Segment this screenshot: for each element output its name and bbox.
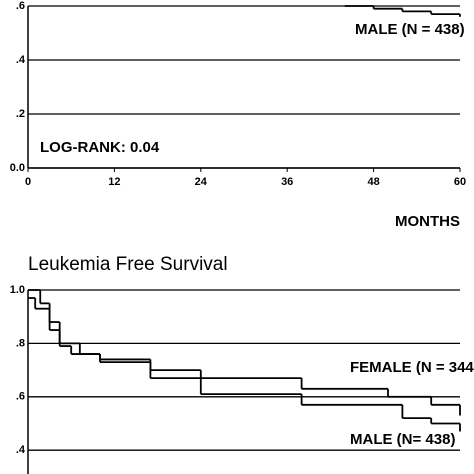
annotation: LOG-RANK: 0.04	[40, 139, 160, 156]
x-tick-label: 24	[195, 176, 208, 188]
y-tick-label: .6	[16, 0, 25, 12]
y-tick-label: .6	[16, 391, 25, 403]
x-tick-label: 36	[281, 176, 293, 188]
y-tick-label: 0.0	[10, 162, 25, 174]
x-tick-label: 48	[367, 176, 379, 188]
x-tick-label: 12	[108, 176, 120, 188]
y-tick-label: .8	[16, 337, 25, 349]
series-label: MALE (N = 438)	[355, 21, 465, 38]
x-axis-label: MONTHS	[395, 213, 460, 230]
series-label: MALE (N= 438)	[350, 431, 455, 448]
y-tick-label: .2	[16, 108, 25, 120]
y-tick-label: 1.0	[10, 284, 25, 296]
series-label: FEMALE (N = 344)	[350, 359, 474, 376]
y-tick-label: .4	[16, 444, 26, 456]
x-tick-label: 60	[454, 176, 466, 188]
chart-title: Leukemia Free Survival	[28, 254, 228, 275]
y-tick-label: .4	[16, 54, 26, 66]
x-tick-label: 0	[25, 176, 31, 188]
